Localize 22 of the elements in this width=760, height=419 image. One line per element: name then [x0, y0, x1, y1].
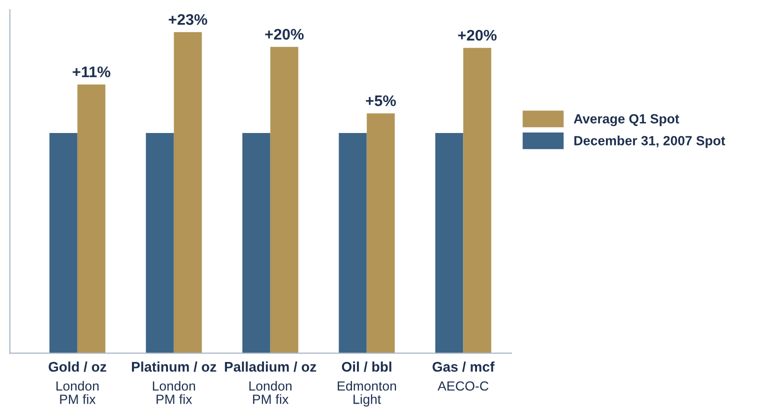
- x-tick-label: Platinum / oz London PM fix: [132, 362, 216, 404]
- bar: [77, 84, 106, 354]
- x-tick-label: Gas / mcf AECO-C: [432, 362, 495, 391]
- bar: [242, 132, 270, 354]
- bar: [338, 132, 367, 354]
- legend-label: Average Q1 Spot: [574, 114, 680, 126]
- annotation: +20%: [265, 28, 304, 40]
- bar: [49, 132, 78, 354]
- bar: [270, 46, 298, 354]
- bar: [435, 132, 464, 354]
- annotation: +20%: [458, 30, 497, 41]
- annotation: +23%: [168, 14, 208, 25]
- bar: [463, 48, 492, 354]
- bar: [146, 132, 174, 354]
- x-tick-label: Palladium / oz London PM fix: [224, 362, 316, 404]
- bar: [174, 32, 202, 354]
- x-tick-label: Oil / bbl Edmonton Light: [338, 362, 396, 407]
- legend-label: December 31, 2007 Spot: [574, 136, 726, 148]
- x-tick-label: Gold / oz London PM fix: [48, 362, 106, 404]
- bar: [366, 113, 395, 354]
- annotation: +5%: [366, 95, 396, 106]
- annotation: +11%: [72, 66, 110, 78]
